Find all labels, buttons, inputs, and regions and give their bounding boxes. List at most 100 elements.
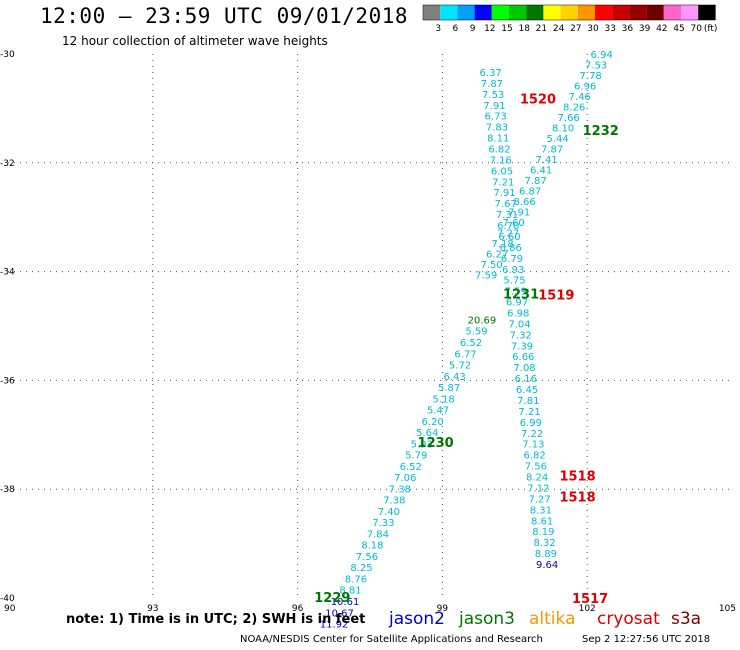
wave-height-point: 6.86	[500, 243, 522, 254]
wave-height-point: 7.38	[383, 496, 405, 507]
track-time-label: 1520	[520, 93, 556, 108]
wave-height-point: 6.82	[488, 144, 510, 155]
plot-axes: 90 93 96 99 102 105 -30 -32 -34 -36 -38 -40	[0, 50, 736, 614]
satellite-legend-s3a: s3a	[671, 609, 701, 629]
wave-height-point: 7.04	[508, 319, 530, 330]
wave-height-point: 7.66	[558, 113, 580, 124]
wave-height-point: 7.33	[372, 518, 394, 529]
track-time-label: 1232	[583, 124, 619, 139]
legend-bin-label: 33	[604, 24, 615, 34]
legend-bin-label: 12	[484, 24, 495, 34]
wave-height-point: 6.79	[501, 254, 523, 265]
legend-bin-label: 18	[518, 24, 530, 34]
track-time-label: 1230	[418, 436, 454, 451]
y-tick-label: -32	[0, 159, 15, 169]
plot-grid	[8, 54, 732, 598]
wave-height-point: 7.27	[528, 494, 550, 505]
wave-height-point: 7.22	[521, 429, 543, 440]
wave-height-point: 8.76	[345, 574, 367, 585]
wave-height-point: 8.66	[514, 197, 536, 208]
wave-height-point: 5.47	[427, 406, 449, 417]
legend-swatch	[526, 5, 544, 20]
wave-height-point: 8.81	[339, 586, 361, 597]
legend-swatch	[698, 5, 716, 20]
wave-height-point: 7.38	[389, 484, 411, 495]
wave-height-point: 7.91	[483, 101, 505, 112]
wave-height-point: 7.31	[496, 210, 518, 221]
wave-height-point: 6.60	[498, 232, 520, 243]
wave-height-point: 7.59	[505, 287, 527, 298]
wave-height-point: 7.91	[493, 188, 515, 199]
wave-height-point: 6.82	[523, 451, 545, 462]
wave-height-point: 6.37	[480, 68, 502, 79]
legend-swatch	[543, 5, 561, 20]
wave-height-point: 7.39	[511, 341, 533, 352]
x-tick-label: 102	[579, 604, 596, 614]
track-time-label: 1229	[314, 591, 350, 606]
wave-height-point: 10.61	[331, 597, 360, 608]
legend-border	[422, 4, 716, 21]
wave-height-point: 6.70	[497, 221, 519, 232]
satellite-legend-altika: altika	[529, 609, 576, 629]
x-tick-label: 105	[719, 604, 736, 614]
legend-swatch	[474, 5, 492, 20]
legend-bin-label: 30	[587, 24, 599, 34]
legend-swatch	[646, 5, 664, 20]
wave-height-point: 9.64	[536, 560, 558, 571]
wave-height-point: 7.06	[394, 473, 416, 484]
legend-swatch	[663, 5, 681, 20]
wave-height-point: 6.16	[515, 374, 537, 385]
wave-height-point: 7.40	[378, 507, 400, 518]
wave-height-point: 6.45	[516, 385, 538, 396]
wave-height-point: 7.81	[517, 396, 539, 407]
color-scale-legend: 3 6 9 12 15 18 21 24 27 30 33 36 39 42 45 70 (ft)	[422, 4, 717, 34]
legend-bin-label: 70	[690, 24, 702, 34]
wave-height-point: 5.64	[416, 428, 438, 439]
track-time-label: 1517	[572, 592, 608, 607]
footer-note: note: 1) Time is in UTC; 2) SWH is in fe…	[66, 612, 366, 627]
wave-height-point: 7.67	[495, 199, 517, 210]
wave-height-point: 10.67	[325, 608, 354, 619]
legend-swatch	[612, 5, 630, 20]
wave-height-point: 11.92	[320, 620, 349, 631]
wave-height-point: 5.87	[438, 383, 460, 394]
wave-height-point: 7.13	[522, 440, 544, 451]
wave-height-point: 7.91	[508, 207, 530, 218]
satellite-legend-cryosat: cryosat	[597, 609, 660, 629]
wave-height-point: 7.21	[518, 407, 540, 418]
wave-height-point: 8.11	[487, 134, 509, 145]
y-tick-label: -38	[0, 485, 15, 495]
wave-height-point: 5.18	[432, 394, 454, 405]
wave-height-point: 6.87	[519, 186, 541, 197]
wave-height-point: 7.56	[356, 552, 378, 563]
x-tick-label: 93	[147, 604, 158, 614]
legend-swatch	[595, 5, 613, 20]
x-tick-label: 96	[292, 604, 304, 614]
x-tick-label: 90	[4, 604, 16, 614]
legend-bin-label: 45	[673, 24, 684, 34]
wave-height-point: 5.44	[547, 134, 569, 145]
legend-swatch	[577, 5, 595, 20]
wave-height-point: 8.32	[533, 538, 555, 549]
legend-swatch	[629, 5, 647, 20]
wave-height-point: 7.12	[527, 483, 549, 494]
wave-height-point: 20.69	[468, 315, 497, 326]
wave-height-point: 5.79	[405, 451, 427, 462]
wave-height-point: 7.50	[480, 260, 502, 271]
legend-bin-label: 42	[656, 24, 667, 34]
y-tick-label: -34	[0, 268, 15, 278]
wave-height-point: 7.84	[367, 529, 389, 540]
wave-height-point: 8.26	[563, 102, 585, 113]
wave-height-point: 7.87	[541, 144, 563, 155]
wave-height-point: 6.27	[486, 249, 508, 260]
wave-height-point: 7.18	[492, 239, 514, 250]
footer-credit: NOAA/NESDIS Center for Satellite Applica…	[240, 634, 543, 645]
legend-swatch	[440, 5, 458, 20]
track-time-label: 1231	[503, 287, 539, 302]
wave-height-point: 6.96	[574, 81, 596, 92]
legend-swatch	[509, 5, 527, 20]
track-time-label: 1519	[538, 288, 574, 303]
wave-height-point: 6.94	[591, 50, 613, 61]
satellite-legend: jason2 jason3 altika cryosat s3a	[388, 609, 701, 629]
